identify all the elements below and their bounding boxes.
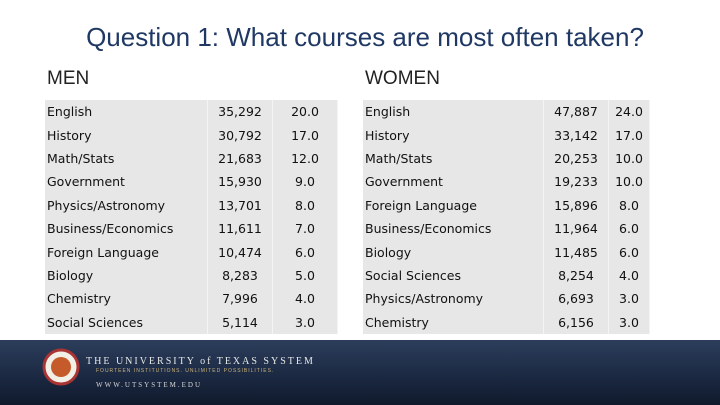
course-percent: 3.0 <box>608 310 650 334</box>
course-percent: 20.0 <box>272 100 338 124</box>
course-count: 8,283 <box>207 263 273 288</box>
table-row: Math/Stats 20,253 10.0 <box>363 146 650 171</box>
course-count: 30,792 <box>207 123 273 147</box>
course-percent: 6.0 <box>608 240 650 264</box>
course-percent: 5.0 <box>272 263 338 288</box>
course-name: Math/Stats <box>45 146 208 171</box>
course-name: Biology <box>45 263 208 288</box>
footer-name: THE UNIVERSITY of TEXAS SYSTEM <box>86 356 315 367</box>
course-percent: 17.0 <box>272 123 338 147</box>
course-percent: 6.0 <box>608 216 650 241</box>
course-count: 21,683 <box>207 146 273 171</box>
course-count: 11,964 <box>543 216 609 241</box>
course-percent: 3.0 <box>608 287 650 311</box>
course-name: Physics/Astronomy <box>363 287 544 311</box>
course-percent: 8.0 <box>272 193 338 217</box>
course-count: 8,254 <box>543 263 609 288</box>
course-percent: 7.0 <box>272 216 338 241</box>
seal <box>42 348 80 386</box>
course-count: 19,233 <box>543 170 609 194</box>
table-row: Physics/Astronomy 13,701 8.0 <box>45 193 338 217</box>
course-count: 5,114 <box>207 310 273 334</box>
course-name: Government <box>45 170 208 194</box>
table-row: Math/Stats 21,683 12.0 <box>45 146 338 171</box>
footer <box>0 340 720 405</box>
course-percent: 3.0 <box>272 310 338 334</box>
course-count: 11,485 <box>543 240 609 264</box>
course-name: Government <box>363 170 544 194</box>
course-name: Foreign Language <box>45 240 208 264</box>
course-count: 35,292 <box>207 100 273 124</box>
table-row: History 30,792 17.0 <box>45 123 338 147</box>
women-label: WOMEN <box>365 68 440 89</box>
course-count: 15,930 <box>207 170 273 194</box>
course-count: 20,253 <box>543 146 609 171</box>
table-row: Biology 8,283 5.0 <box>45 263 338 288</box>
course-name: Social Sciences <box>45 310 208 334</box>
course-percent: 6.0 <box>272 240 338 264</box>
course-name: English <box>45 100 208 124</box>
course-percent: 4.0 <box>272 287 338 311</box>
table-row: Biology 11,485 6.0 <box>363 240 650 264</box>
course-name: English <box>363 100 544 124</box>
course-percent: 10.0 <box>608 146 650 171</box>
footer-url: WWW.UTSYSTEM.EDU <box>96 381 203 389</box>
course-percent: 12.0 <box>272 146 338 171</box>
table-row: Foreign Language 10,474 6.0 <box>45 240 338 264</box>
course-count: 11,611 <box>207 216 273 241</box>
table-row: Social Sciences 5,114 3.0 <box>45 310 338 334</box>
course-name: Biology <box>363 240 544 264</box>
table-row: Government 15,930 9.0 <box>45 170 338 194</box>
table-row: English 47,887 24.0 <box>363 100 650 124</box>
table-row: Government 19,233 10.0 <box>363 170 650 194</box>
course-name: Social Sciences <box>363 263 544 288</box>
course-count: 6,693 <box>543 287 609 311</box>
course-name: Business/Economics <box>45 216 208 241</box>
course-name: Foreign Language <box>363 193 544 217</box>
course-name: Physics/Astronomy <box>45 193 208 217</box>
course-name: History <box>363 123 544 147</box>
table-row: Chemistry 6,156 3.0 <box>363 310 650 334</box>
course-count: 10,474 <box>207 240 273 264</box>
course-name: Chemistry <box>45 287 208 311</box>
course-count: 6,156 <box>543 310 609 334</box>
slide-title: Question 1: What courses are most often … <box>86 22 644 52</box>
course-name: Business/Economics <box>363 216 544 241</box>
men-table: English 35,292 20.0 History 30,792 17.0 Math/S… <box>45 100 338 334</box>
course-percent: 17.0 <box>608 123 650 147</box>
course-name: Math/Stats <box>363 146 544 171</box>
course-count: 47,887 <box>543 100 609 124</box>
table-row: Chemistry 7,996 4.0 <box>45 287 338 311</box>
course-count: 13,701 <box>207 193 273 217</box>
course-name: Chemistry <box>363 310 544 334</box>
table-row: Business/Economics 11,611 7.0 <box>45 216 338 241</box>
course-percent: 24.0 <box>608 100 650 124</box>
table-row: Physics/Astronomy 6,693 3.0 <box>363 287 650 311</box>
table-row: Business/Economics 11,964 6.0 <box>363 216 650 241</box>
course-percent: 9.0 <box>272 170 338 194</box>
table-row: History 33,142 17.0 <box>363 123 650 147</box>
course-count: 15,896 <box>543 193 609 217</box>
course-percent: 4.0 <box>608 263 650 288</box>
table-row: Social Sciences 8,254 4.0 <box>363 263 650 288</box>
women-table: English 47,887 24.0 History 33,142 17.0 Math/S… <box>363 100 650 334</box>
table-row: English 35,292 20.0 <box>45 100 338 124</box>
course-name: History <box>45 123 208 147</box>
men-label: MEN <box>47 68 90 89</box>
course-count: 7,996 <box>207 287 273 311</box>
footer-tagline: FOURTEEN INSTITUTIONS. UNLIMITED POSSIBI… <box>96 368 275 374</box>
course-percent: 10.0 <box>608 170 650 194</box>
table-row: Foreign Language 15,896 8.0 <box>363 193 650 217</box>
course-count: 33,142 <box>543 123 609 147</box>
course-percent: 8.0 <box>608 193 650 217</box>
